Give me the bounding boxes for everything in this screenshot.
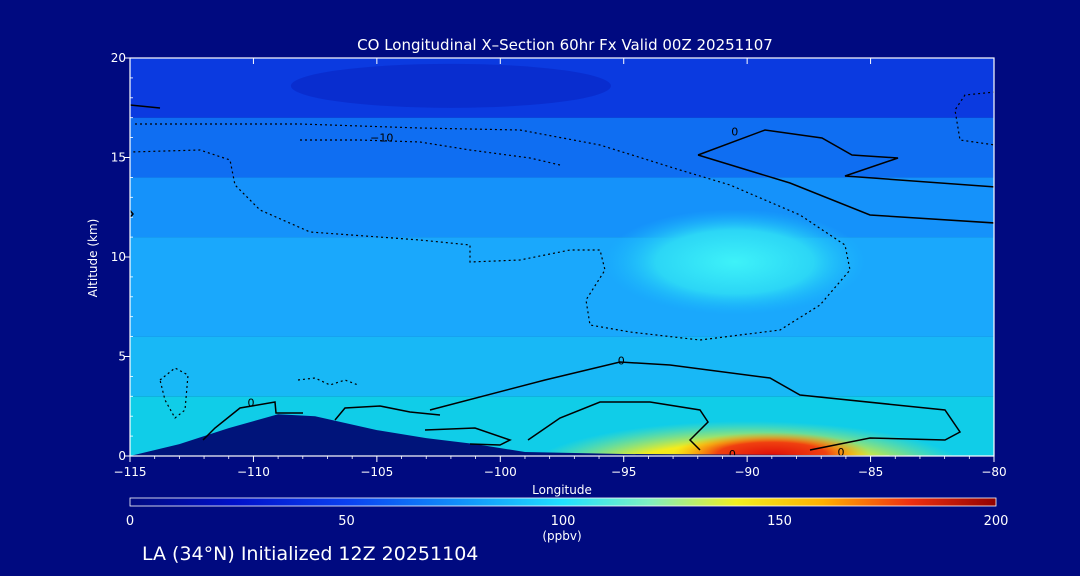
region-layer-16km: [130, 117, 994, 178]
plot-area: −10 0 0 0 0 0: [130, 58, 994, 461]
region-layer-12km: [130, 177, 994, 238]
y-axis-label: Altitude (km): [86, 219, 100, 298]
region-layer-8km: [130, 237, 994, 337]
x-tick-label: −85: [858, 465, 883, 479]
colorbar-tick-label: 150: [767, 514, 792, 529]
x-tick-label: −100: [484, 465, 517, 479]
contour-label: −10: [370, 132, 393, 145]
terrain-silhouette: [130, 414, 994, 456]
region-layer-4km: [130, 336, 994, 397]
colorbar-tick-label: 100: [551, 514, 576, 529]
region-plume-9-11km: [603, 209, 866, 315]
x-axis: −115 −110 −105 −100 −95 −90 −85 −80: [114, 58, 1007, 479]
contour-zero-surface: [527, 401, 709, 451]
x-tick-label: −90: [734, 465, 759, 479]
contour-lines: [130, 104, 994, 451]
contour-zero-upper-lower: [697, 154, 994, 224]
y-axis: 0 5 10 15 20: [111, 51, 133, 463]
contour-label: 0: [618, 354, 625, 367]
contour-neg10-upper: [130, 123, 851, 341]
colorbar-tick-label: 200: [984, 514, 1009, 529]
x-tick-label: −115: [114, 465, 147, 479]
contour-label: 0: [247, 396, 254, 409]
ppbv-field: [130, 58, 994, 456]
x-tick-label: −80: [981, 465, 1006, 479]
contour-zero-terrain: [334, 405, 441, 421]
x-tick-label: −105: [360, 465, 393, 479]
colorbar-tick-label: 50: [338, 514, 355, 529]
colorbar: [129, 497, 997, 507]
contour-neg10-top: [300, 139, 561, 166]
x-tick-label: −110: [237, 465, 270, 479]
colorbar-tick-label: 0: [126, 514, 134, 529]
footer-caption: LA (34°N) Initialized 12Z 20251104: [142, 543, 478, 565]
chart-title: CO Longitudinal X–Section 60hr Fx Valid …: [357, 36, 773, 54]
contour-labels: −10 0 0 0 0 0: [247, 126, 844, 461]
y-tick-label: 15: [111, 151, 126, 165]
region-upper-core: [290, 63, 611, 108]
colorbar-ticks: 0 50 100 150 200: [126, 514, 1009, 529]
contour-label: 0: [731, 126, 738, 139]
y-tick-label: 0: [118, 449, 126, 463]
contour-label: 0: [837, 446, 844, 459]
negative-contours: [130, 91, 994, 419]
contour-zero-upper: [697, 129, 994, 188]
x-tick-label: −95: [611, 465, 636, 479]
contour-zero-left: [202, 401, 303, 441]
colorbar-unit: (ppbv): [542, 529, 581, 543]
y-tick-label: 5: [118, 350, 126, 364]
contour-zero-small: [424, 427, 512, 446]
region-surface-max: [673, 428, 871, 456]
y-tick-label: 20: [111, 51, 126, 65]
x-axis-label: Longitude: [532, 483, 592, 497]
contour-top-left: [130, 104, 161, 109]
contour-neg-low-mid: [297, 377, 359, 386]
y-tick-label: 10: [111, 250, 126, 264]
contour-label: 0: [729, 448, 736, 461]
contour-upper-left-marker: [130, 209, 134, 219]
contour-zero-mid: [429, 361, 962, 451]
contour-neg-right: [954, 91, 994, 146]
